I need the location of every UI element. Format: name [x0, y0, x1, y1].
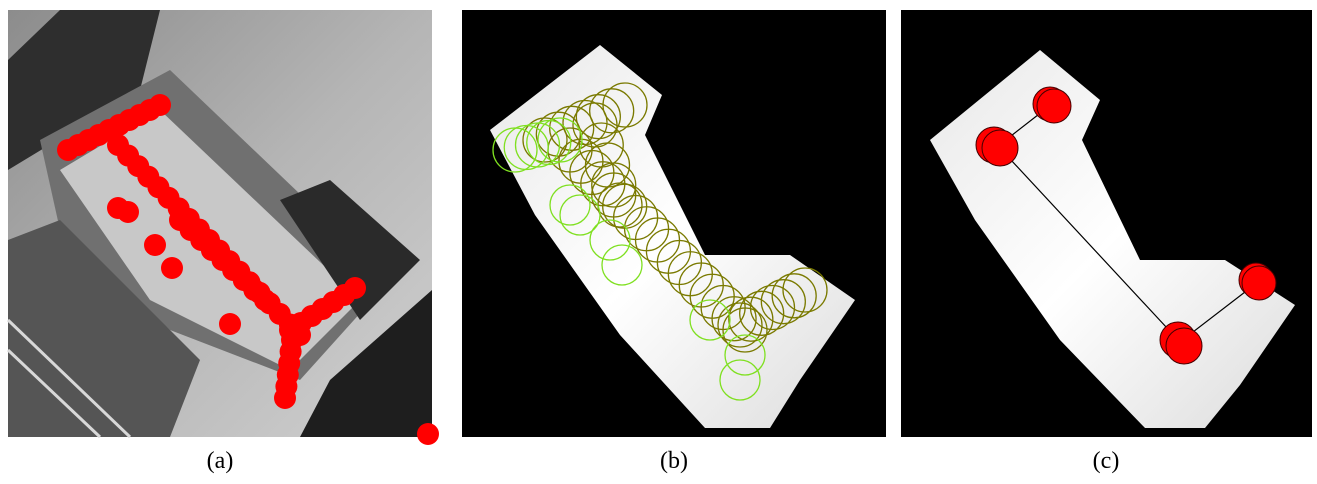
marker: [144, 234, 166, 256]
panel-b: [462, 10, 886, 437]
panel-c: [901, 10, 1312, 437]
marker: [274, 387, 296, 409]
caption: (b): [660, 448, 688, 474]
caption: (a): [207, 448, 234, 474]
marker: [254, 289, 276, 311]
marker: [149, 94, 171, 116]
marker: [344, 277, 366, 299]
figure: (a) (b) (c): [0, 0, 1317, 484]
marker: [161, 257, 183, 279]
marker: [117, 201, 139, 223]
caption: (c): [1093, 448, 1120, 474]
marker: [219, 313, 241, 335]
marker: [417, 423, 439, 445]
panel-a: [8, 10, 439, 445]
